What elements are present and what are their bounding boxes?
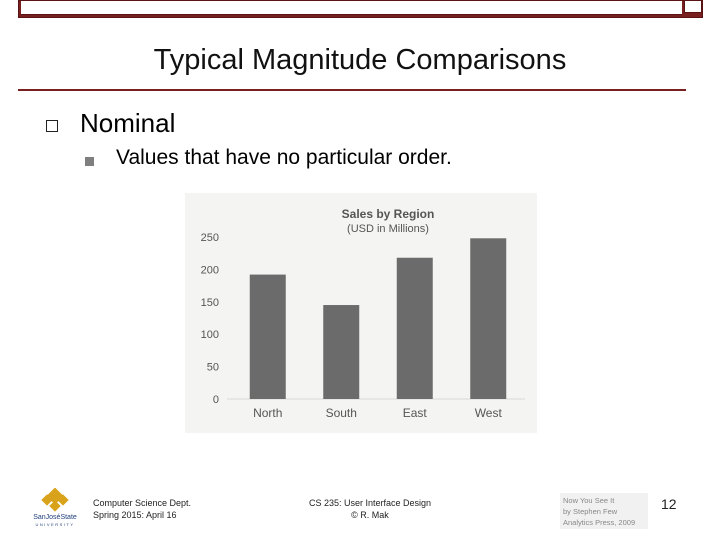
top-decor-inner [21, 1, 682, 15]
footer-dept-line: Computer Science Dept. [93, 498, 192, 508]
citation-author: by Stephen Few [563, 507, 618, 516]
top-decor-bar [18, 0, 703, 18]
top-decor-box [684, 0, 702, 13]
slide-title: Typical Magnitude Comparisons [153, 44, 567, 76]
footer-author-line: © R. Mak [351, 510, 389, 520]
chart-title: Sales by Region [342, 207, 435, 221]
filled-square-bullet-icon [85, 157, 94, 166]
university-logo-icon: SanJoséState UNIVERSITY [33, 488, 77, 527]
bar-north [249, 274, 286, 399]
bar-south [323, 305, 360, 399]
bullet-nominal: Nominal [80, 108, 176, 138]
hollow-square-bullet-icon [46, 120, 58, 132]
y-tick-label: 250 [201, 232, 219, 244]
category-label: North [253, 406, 282, 420]
footer-course: CS 235: User Interface Design © R. Mak [290, 497, 450, 521]
citation-book: Now You See It [563, 496, 615, 505]
category-label: South [326, 406, 357, 420]
y-tick-label: 100 [201, 329, 219, 341]
footer-course-line: CS 235: User Interface Design [308, 498, 432, 508]
y-tick-label: 150 [201, 297, 219, 309]
y-tick-label: 200 [201, 264, 219, 276]
title-divider [18, 89, 686, 91]
bar-east [396, 257, 433, 399]
y-tick-label: 50 [207, 362, 219, 374]
footer-date-line: Spring 2015: April 16 [93, 510, 177, 520]
citation-publisher: Analytics Press, 2009 [563, 518, 636, 527]
chart-subtitle: (USD in Millions) [347, 223, 429, 235]
svg-text:SanJoséState: SanJoséState [33, 514, 77, 521]
footer-citation: Now You See It by Stephen Few Analytics … [560, 493, 648, 529]
footer-dept: Computer Science Dept. Spring 2015: Apri… [93, 497, 191, 521]
bullet-no-order: Values that have no particular order. [116, 146, 452, 169]
chart-svg: Sales by Region (USD in Millions) 0 50 100 15… [201, 207, 525, 420]
svg-text:UNIVERSITY: UNIVERSITY [35, 522, 74, 527]
sales-chart: Sales by Region (USD in Millions) 0 50 100 15… [185, 193, 537, 433]
bar-west [470, 238, 507, 399]
category-label: West [475, 406, 503, 420]
page-number: 12 [661, 496, 677, 512]
y-tick-label: 0 [213, 394, 219, 406]
category-label: East [403, 406, 428, 420]
